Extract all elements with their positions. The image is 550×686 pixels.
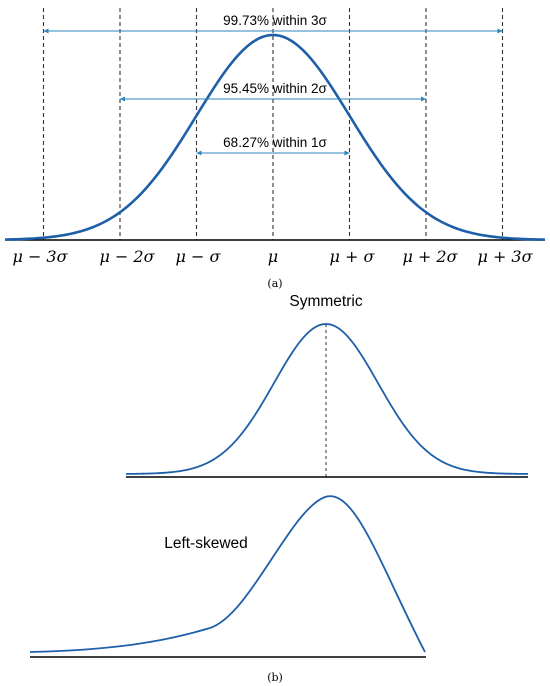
- tick-label-minus-1sigma: μ − σ: [176, 247, 222, 266]
- sigma-range-arrows: 99.73% within 3σ 95.45% within 2σ 68.27% w…: [43, 13, 503, 156]
- normal-curve: [4, 33, 546, 241]
- range-label-3sigma: 99.73% within 3σ: [223, 13, 327, 28]
- tick-label-plus-2sigma: μ + 2σ: [402, 247, 458, 266]
- tick-label-plus-3sigma: μ + 3σ: [477, 247, 533, 266]
- arrowhead-right: [344, 150, 350, 156]
- panel-b-caption: (b): [267, 671, 283, 684]
- left-skewed-curve: [29, 495, 426, 653]
- arrowhead-left: [120, 96, 125, 102]
- sigma-dashed-lines: [42, 8, 504, 240]
- symmetric-label: Symmetric: [289, 293, 362, 310]
- panel-b: Symmetric Left-skewed (b): [29, 293, 529, 684]
- arrowhead-left: [196, 150, 202, 156]
- tick-label-minus-3sigma: μ − 3σ: [12, 247, 68, 266]
- tick-label-minus-2sigma: μ − 2σ: [99, 247, 155, 266]
- panel-a-caption: (a): [267, 277, 282, 290]
- arrowhead-left: [43, 28, 49, 34]
- arrowhead-right: [497, 28, 503, 34]
- symmetric-curve: [125, 323, 529, 475]
- tick-label-plus-1sigma: μ + σ: [330, 247, 376, 266]
- left-skewed-label: Left-skewed: [164, 535, 248, 552]
- arrowhead-right: [421, 96, 426, 102]
- range-label-1sigma: 68.27% within 1σ: [223, 135, 327, 150]
- tick-label-mean: μ: [268, 247, 278, 266]
- panel-a: 99.73% within 3σ 95.45% within 2σ 68.27% w…: [4, 8, 546, 290]
- sigma-tick-labels: μ − 3σ μ − 2σ μ − σ μ μ + σ μ + 2σ μ + 3σ: [12, 247, 533, 266]
- range-label-2sigma: 95.45% within 2σ: [223, 81, 327, 96]
